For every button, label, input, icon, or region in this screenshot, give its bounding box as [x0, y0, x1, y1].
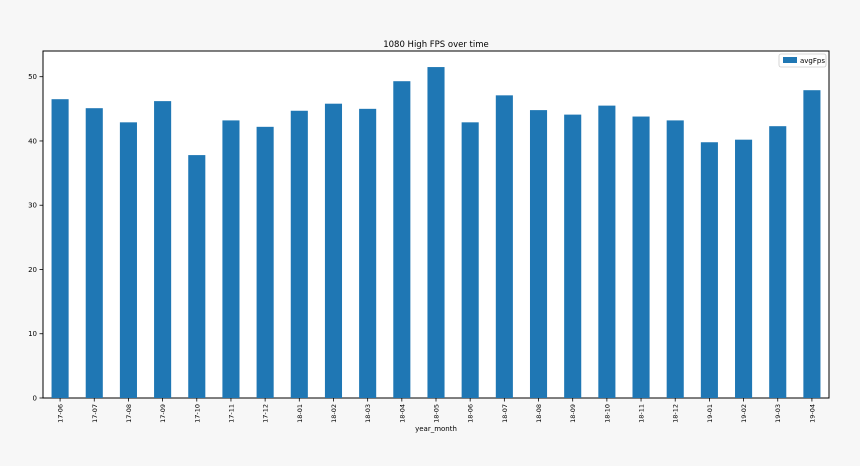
bar-19-02: [735, 139, 753, 398]
x-tick-label: 19-04: [808, 404, 816, 423]
x-tick-label: 18-02: [330, 404, 338, 423]
x-tick-label: 18-11: [638, 404, 646, 423]
x-tick-label: 17-06: [57, 404, 65, 423]
x-tick-label: 18-08: [535, 404, 543, 423]
x-tick-label: 17-12: [262, 404, 270, 423]
bar-series: [51, 67, 821, 399]
bar-17-10: [188, 155, 206, 398]
x-tick-label: 19-03: [774, 404, 782, 423]
bar-18-04: [393, 81, 411, 399]
x-tick-label: 18-07: [501, 404, 509, 423]
bar-17-08: [119, 122, 137, 399]
x-axis-label: year_month: [415, 425, 457, 433]
bar-19-03: [769, 126, 787, 398]
bar-18-07: [495, 95, 513, 398]
x-tick-label: 18-05: [433, 404, 441, 423]
bar-17-11: [222, 120, 240, 399]
legend: avgFps: [778, 53, 827, 68]
bar-18-06: [461, 122, 479, 399]
x-tick-label: 17-08: [125, 404, 133, 423]
bar-18-02: [324, 103, 343, 398]
x-tick-label: 18-01: [296, 404, 304, 423]
bar-17-12: [256, 126, 274, 398]
x-axis: 17-06 17-07 17-08 17-09 17-10 17-11 17-12 18-01…: [57, 398, 816, 423]
x-tick-label: 18-03: [364, 404, 372, 423]
legend-swatch: [783, 57, 797, 63]
y-tick-label: 10: [28, 330, 37, 338]
y-tick-label: 0: [33, 395, 37, 403]
x-tick-label: 17-10: [193, 404, 201, 423]
x-tick-label: 18-10: [603, 404, 611, 423]
y-tick-label: 50: [28, 73, 37, 81]
x-tick-label: 19-02: [740, 404, 748, 423]
y-tick-label: 30: [28, 202, 37, 210]
bar-17-09: [154, 101, 172, 398]
bar-18-05: [427, 67, 445, 398]
x-tick-label: 18-09: [569, 404, 577, 423]
bar-19-04: [803, 90, 821, 398]
chart-title: 1080 High FPS over time: [383, 40, 489, 50]
bar-18-12: [666, 120, 684, 399]
x-tick-label: 19-01: [706, 404, 714, 423]
bar-18-11: [632, 116, 650, 399]
x-tick-label: 18-04: [398, 404, 406, 423]
x-tick-label: 17-11: [227, 404, 235, 423]
x-tick-label: 17-07: [91, 404, 99, 423]
bar-18-09: [564, 114, 582, 398]
bar-17-07: [85, 108, 103, 399]
x-tick-label: 18-12: [672, 404, 680, 423]
bar-19-01: [700, 142, 718, 398]
x-tick-label: 17-09: [159, 404, 167, 423]
bar-18-03: [359, 108, 377, 398]
y-tick-label: 20: [28, 266, 37, 274]
bar-18-10: [598, 105, 616, 399]
bar-18-08: [529, 110, 548, 398]
bar-18-01: [290, 110, 308, 398]
legend-label: avgFps: [800, 57, 825, 65]
x-tick-label: 18-06: [467, 404, 475, 423]
y-axis: 0 10 20 30 40 50: [28, 73, 43, 403]
y-tick-label: 40: [28, 137, 37, 145]
bar-17-06: [51, 99, 69, 398]
